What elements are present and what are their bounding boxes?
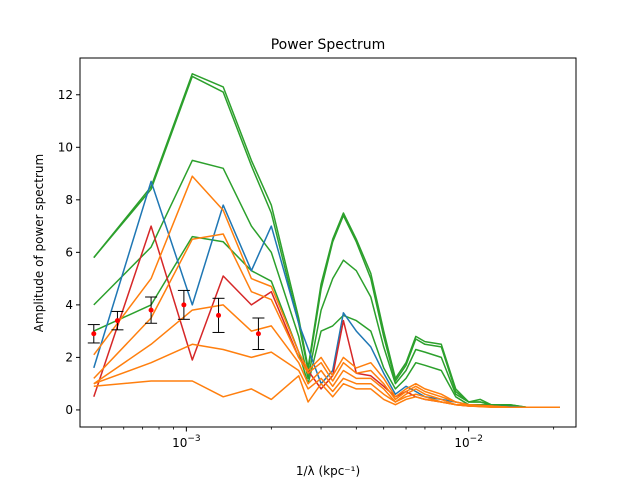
axes-layer: 0 2 4 6 8 10 12 10−3 10−2	[58, 57, 577, 450]
series-line-10	[93, 343, 560, 409]
x-tick-label: 10−3	[172, 434, 201, 450]
errorbar-point	[145, 296, 158, 324]
series-line-3	[93, 159, 560, 409]
y-tick-label: 10	[58, 140, 73, 154]
y-axis-label: Amplitude of power spectrum	[32, 154, 46, 332]
errorbar-marker	[91, 331, 97, 337]
errorbar-point	[177, 289, 190, 320]
errorbar-marker	[114, 318, 120, 324]
x-tick-label: 10−2	[454, 434, 483, 450]
y-tick-label: 6	[65, 245, 73, 259]
series-line-1	[93, 73, 560, 409]
errorbar-marker	[216, 312, 222, 318]
y-tick-label: 4	[65, 298, 73, 312]
plot-frame	[79, 57, 577, 428]
errorbar-point	[252, 317, 265, 351]
series-line-4	[93, 235, 560, 409]
y-tick-label: 8	[65, 193, 73, 207]
y-tick-label: 12	[58, 88, 73, 102]
errorbar-marker	[255, 331, 261, 337]
series-layer	[93, 73, 560, 409]
errorbar-point	[212, 297, 225, 333]
errorbar-marker	[148, 307, 154, 313]
errorbar-point	[87, 324, 100, 344]
errorbar-marker	[181, 302, 187, 308]
chart-title: Power Spectrum	[271, 37, 386, 53]
series-line-9	[93, 304, 560, 409]
y-tick-label: 2	[65, 350, 73, 364]
errorbar-layer	[87, 289, 265, 351]
errorbar-point	[111, 310, 124, 331]
y-tick-label: 0	[65, 403, 73, 417]
series-line-11	[93, 375, 560, 409]
x-axis-label: 1/λ (kpc⁻¹)	[296, 464, 360, 478]
series-line-6	[93, 225, 560, 409]
